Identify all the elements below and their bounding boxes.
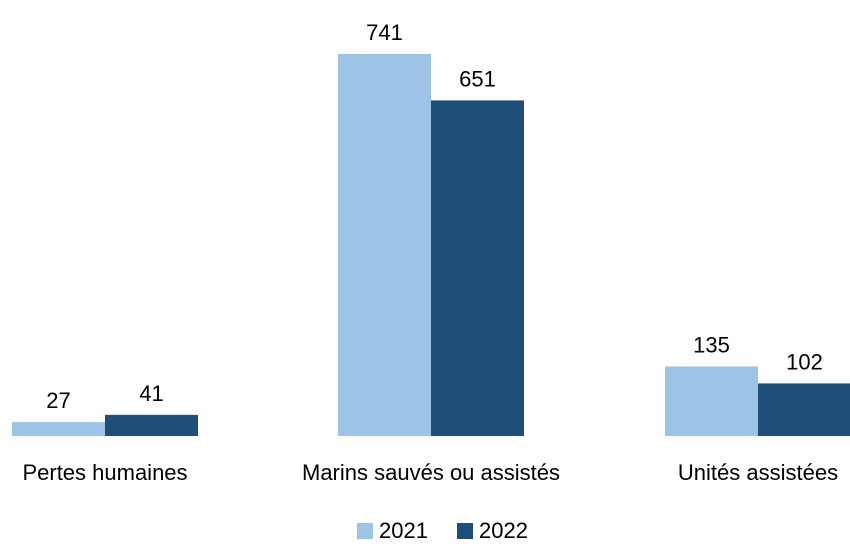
bar-2022-2 xyxy=(758,383,850,436)
bar-2021-2 xyxy=(665,366,758,436)
bar-2021-1 xyxy=(338,54,431,437)
data-label-2022-0: 41 xyxy=(139,381,163,406)
data-label-2021-1: 741 xyxy=(366,20,403,45)
legend-label-2022: 2022 xyxy=(479,518,528,543)
bar-2022-1 xyxy=(431,100,524,437)
legend: 2021 2022 xyxy=(357,518,528,543)
value-labels-layer: 27 41 741 651 135 102 xyxy=(46,20,823,413)
legend-label-2021: 2021 xyxy=(379,518,428,543)
category-label-1: Marins sauvés ou assistés xyxy=(302,460,560,485)
data-label-2022-2: 102 xyxy=(786,349,823,374)
legend-swatch-2022 xyxy=(457,523,473,539)
bars-layer xyxy=(12,54,850,437)
data-label-2021-2: 135 xyxy=(693,332,730,357)
category-label-0: Pertes humaines xyxy=(22,460,187,485)
bar-2021-0 xyxy=(12,422,105,436)
legend-swatch-2021 xyxy=(357,523,373,539)
category-label-2: Unités assistées xyxy=(678,460,838,485)
category-labels-layer: Pertes humaines Marins sauvés ou assistés… xyxy=(22,460,838,485)
bar-2022-0 xyxy=(105,414,198,436)
data-label-2021-0: 27 xyxy=(46,388,70,413)
data-label-2022-1: 651 xyxy=(459,66,496,91)
